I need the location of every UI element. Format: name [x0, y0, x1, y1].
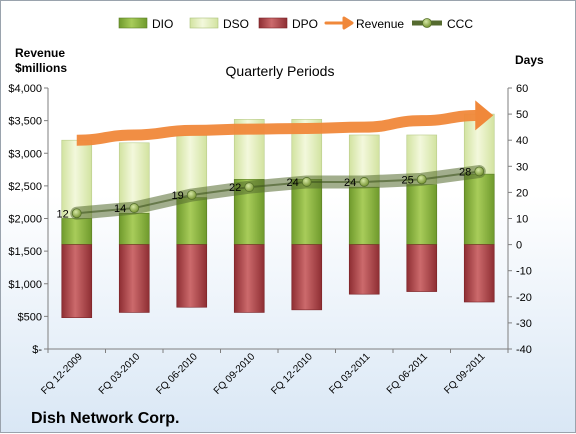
left-axis-tick-label: $2,500: [8, 181, 42, 193]
legend-label-dio: DIO: [152, 17, 173, 31]
legend-swatch-dpo: [258, 17, 288, 29]
right-axis-tick-label: 40: [516, 135, 528, 147]
ccc-data-label: 12: [57, 208, 69, 220]
ccc-data-label: 28: [459, 167, 471, 179]
legend-label-ccc: CCC: [447, 17, 473, 31]
ccc-point: [129, 203, 140, 213]
legend: DIO DSO DPO Revenue CCC: [118, 16, 473, 31]
ccc-line-core: [76, 170, 480, 215]
revenue-series: [76, 100, 494, 146]
ccc-data-label: 25: [402, 174, 414, 186]
bar-dpo: [176, 244, 208, 308]
left-axis-title-line2: $millions: [15, 61, 67, 75]
left-axis-tick-label: $3,000: [8, 148, 42, 160]
legend-label-revenue: Revenue: [356, 17, 404, 31]
revenue-line: [76, 109, 480, 146]
ccc-point: [186, 190, 197, 200]
bar-dpo: [348, 244, 380, 295]
ccc-series: 12 14 19 22 24 24 25 28: [57, 165, 486, 220]
left-axis-tick-label: $500: [18, 311, 42, 323]
bar-dpo: [61, 244, 93, 318]
ccc-data-label: 24: [344, 177, 356, 189]
left-axis-tick-label: $-: [32, 344, 42, 356]
legend-swatch-dio: [118, 17, 148, 29]
ccc-data-label: 19: [172, 190, 184, 202]
x-axis-category-label: FQ 09-2010: [212, 351, 258, 397]
left-axis-tick-label: $3,500: [8, 116, 42, 128]
left-axis-title-line1: Revenue: [15, 46, 65, 60]
x-axis-category-label: FQ 12-2010: [269, 351, 315, 397]
bar-dpo: [406, 244, 438, 292]
right-axis-tick-label: 10: [516, 214, 528, 226]
x-axis-category-label: FQ 03-2011: [327, 351, 372, 396]
bar-dio: [291, 179, 323, 245]
plot-area: 12 14 19 22 24 24 25 28 $- $500 $1,000 $1,500 $2,00…: [8, 83, 532, 397]
bar-dio: [463, 173, 495, 245]
right-axis-tick-label: -10: [516, 266, 532, 278]
left-axis-tick-label: $1,500: [8, 246, 42, 258]
ccc-point: [359, 177, 370, 187]
right-axis-tick-label: 20: [516, 187, 528, 199]
legend-swatch-ccc-marker: [422, 18, 432, 28]
x-axis-category-label: FQ 09-2011: [442, 351, 487, 396]
left-axis-tick-label: $4,000: [8, 83, 42, 95]
company-name: Dish Network Corp.: [31, 410, 179, 427]
chart-title: Quarterly Periods: [226, 63, 335, 79]
bar-dpo: [463, 244, 495, 303]
ccc-point: [71, 208, 82, 219]
right-axis-tick-label: 60: [516, 83, 528, 95]
right-axis-title: Days: [515, 53, 544, 67]
right-axis-tick-label: 50: [516, 109, 528, 121]
ccc-point: [301, 177, 312, 187]
left-axis-tick-label: $2,000: [8, 214, 42, 226]
bar-dio: [61, 218, 93, 245]
bar-dio: [406, 184, 438, 245]
x-axis-category-label: FQ 12-2009: [39, 351, 85, 397]
legend-label-dso: DSO: [223, 17, 249, 31]
legend-label-dpo: DPO: [292, 17, 318, 31]
right-axis-tick-label: -20: [516, 292, 532, 304]
x-axis-category-label: FQ 03-2010: [97, 351, 143, 397]
bar-dpo: [233, 244, 265, 313]
ccc-point: [474, 166, 485, 177]
ccc-point: [416, 174, 427, 185]
x-axis-category-label: FQ 06-2011: [385, 351, 430, 396]
right-axis-tick-label: -40: [516, 344, 532, 356]
bar-dio: [348, 186, 380, 245]
bar-dpo: [291, 244, 323, 311]
bar-dio: [118, 212, 150, 245]
ccc-data-label: 22: [229, 182, 241, 194]
right-axis-tick-label: -30: [516, 318, 532, 330]
left-axis-tick-label: $1,000: [8, 279, 42, 291]
right-axis-tick-label: 30: [516, 161, 528, 173]
ccc-data-label: 24: [287, 177, 299, 189]
bar-dio: [176, 197, 208, 245]
ccc-point: [244, 182, 255, 193]
bars-layer: [61, 113, 495, 318]
legend-swatch-revenue: [324, 16, 354, 30]
bar-dpo: [118, 244, 150, 313]
revenue-arrowhead: [475, 100, 494, 131]
legend-swatch-dso: [189, 17, 219, 29]
right-axis-tick-label: 0: [516, 240, 522, 252]
x-axis-category-label: FQ 06-2010: [154, 351, 200, 397]
ccc-data-label: 14: [114, 203, 126, 215]
